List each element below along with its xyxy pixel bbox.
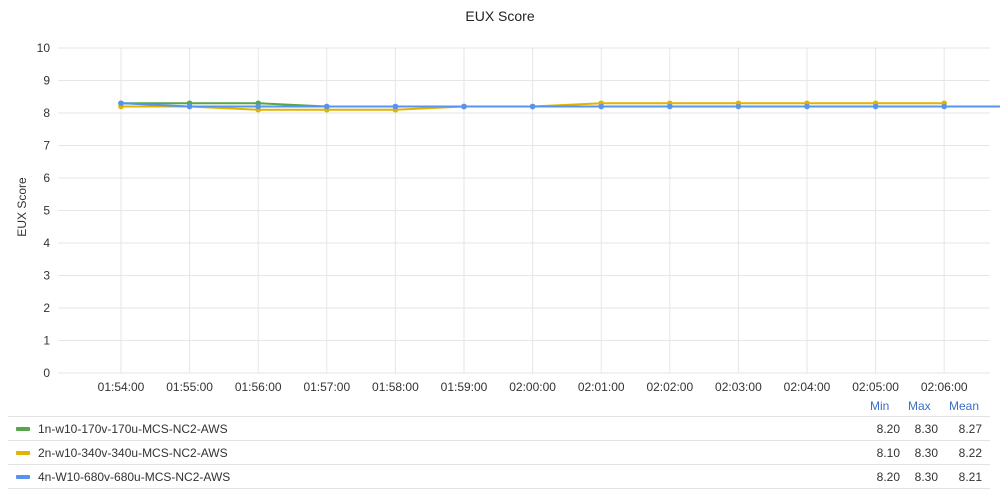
chart-title: EUX Score	[465, 8, 535, 24]
x-tick-labels: 01:54:00 01:55:00 01:56:00 01:57:00 01:58:00…	[98, 380, 968, 394]
legend-max-header[interactable]: Max	[908, 399, 931, 413]
x-tick-label: 02:00:00	[509, 380, 556, 394]
data-point-series-3	[598, 103, 604, 110]
y-tick-label: 10	[37, 41, 51, 55]
legend-series-name[interactable]: 4n-W10-680v-680u-MCS-NC2-AWS	[38, 470, 231, 484]
data-point-series-3	[392, 103, 399, 110]
x-tick-label: 02:01:00	[578, 380, 625, 394]
y-tick-label: 4	[43, 236, 50, 250]
legend-max-value: 8.30	[914, 422, 938, 436]
x-tick-label: 01:56:00	[235, 380, 282, 394]
legend-max-value: 8.30	[914, 470, 938, 484]
data-point-series-3	[461, 103, 467, 110]
data-point-series-3	[941, 103, 947, 110]
x-tick-label: 02:04:00	[784, 380, 831, 394]
x-tick-label: 02:03:00	[715, 380, 762, 394]
data-point-series-3	[186, 103, 193, 110]
legend-header: Min Max Mean	[8, 396, 990, 416]
legend-row[interactable]: 4n-W10-680v-680u-MCS-NC2-AWS 8.20 8.30 8.21	[8, 464, 990, 489]
legend-min-value: 8.20	[876, 422, 900, 436]
x-tick-label: 02:05:00	[852, 380, 899, 394]
y-tick-label: 2	[43, 301, 50, 315]
x-tick-label: 01:55:00	[166, 380, 213, 394]
y-tick-label: 1	[43, 334, 50, 348]
x-tick-label: 01:54:00	[98, 380, 145, 394]
legend-mean-value: 8.22	[958, 446, 982, 460]
data-point-series-3	[872, 103, 879, 110]
legend-mean-value: 8.21	[958, 470, 982, 484]
y-tick-label: 7	[43, 139, 50, 153]
legend-min-value: 8.20	[876, 470, 900, 484]
x-tick-label: 02:06:00	[921, 380, 968, 394]
legend-series-name[interactable]: 1n-w10-170v-170u-MCS-NC2-AWS	[38, 422, 228, 436]
data-point-series-3	[735, 103, 742, 110]
legend-row[interactable]: 2n-w10-340v-340u-MCS-NC2-AWS 8.10 8.30 8.22	[8, 440, 990, 464]
legend-swatch	[16, 451, 30, 455]
x-tick-label: 01:58:00	[372, 380, 419, 394]
legend-row[interactable]: 1n-w10-170v-170u-MCS-NC2-AWS 8.20 8.30 8.27	[8, 416, 990, 440]
series-lines	[120, 102, 1000, 111]
legend-mean-header[interactable]: Mean	[949, 399, 980, 413]
y-tick-label: 9	[43, 74, 50, 88]
legend-max-value: 8.30	[914, 446, 938, 460]
data-point-series-3	[255, 103, 261, 110]
data-point-series-3	[529, 103, 536, 110]
y-tick-label: 6	[43, 171, 50, 185]
legend-swatch	[16, 427, 30, 431]
y-tick-labels: 0 1 2 3 4 5 6 7 8 9 10	[37, 41, 51, 380]
data-point-series-3	[804, 103, 810, 110]
data-point-series-3	[324, 103, 330, 110]
series-line-3	[120, 102, 1000, 108]
y-tick-label: 0	[43, 366, 50, 380]
data-point-series-3	[118, 100, 124, 107]
grid-lines	[58, 47, 990, 374]
legend-min-header[interactable]: Min	[870, 399, 890, 413]
legend-mean-value: 8.27	[958, 422, 982, 436]
legend-table: Min Max Mean 1n-w10-170v-170u-MCS-NC2-AW…	[8, 396, 990, 489]
x-tick-label: 01:59:00	[441, 380, 488, 394]
data-point-series-3	[667, 103, 673, 110]
legend-series-name[interactable]: 2n-w10-340v-340u-MCS-NC2-AWS	[38, 446, 228, 460]
x-tick-label: 01:57:00	[303, 380, 350, 394]
y-tick-label: 3	[43, 269, 50, 283]
x-tick-label: 02:02:00	[646, 380, 693, 394]
y-tick-label: 8	[43, 106, 50, 120]
series-points	[118, 100, 947, 113]
y-tick-label: 5	[43, 204, 50, 218]
legend-swatch	[16, 475, 30, 479]
legend-min-value: 8.10	[876, 446, 900, 460]
